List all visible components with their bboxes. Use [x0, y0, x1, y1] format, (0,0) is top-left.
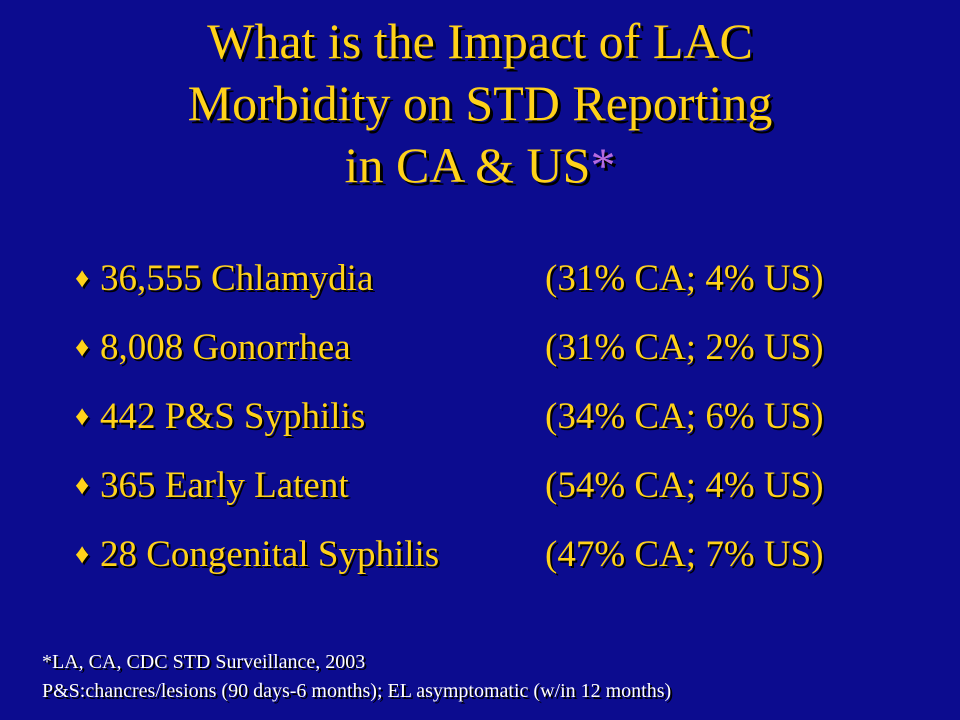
bullet-stat: (31% CA; 2% US)	[545, 327, 824, 368]
footnote-definitions: P&S:chancres/lesions (90 days-6 months);…	[42, 680, 672, 702]
bullet-label: 442 P&S Syphilis	[100, 396, 366, 437]
bullet-label: 28 Congenital Syphilis	[100, 534, 440, 575]
footnote: *LA, CA, CDC STD Surveillance, 2003 P&S:…	[42, 648, 671, 706]
diamond-bullet-icon: ♦	[75, 263, 90, 294]
bullet-stat: (31% CA; 4% US)	[545, 258, 824, 299]
bullet-label: 36,555 Chlamydia	[100, 258, 374, 299]
bullet-label: 365 Early Latent	[100, 465, 349, 506]
bullet-ps-syphilis: ♦ 442 P&S Syphilis (34% CA; 6% US)	[75, 391, 905, 460]
bullet-early-latent: ♦ 365 Early Latent (54% CA; 4% US)	[75, 460, 905, 529]
bullet-stat: (34% CA; 6% US)	[545, 396, 824, 437]
bullet-list: ♦ 36,555 Chlamydia (31% CA; 4% US) ♦ 8,0…	[75, 253, 905, 598]
diamond-bullet-icon: ♦	[75, 332, 90, 363]
bullet-chlamydia: ♦ 36,555 Chlamydia (31% CA; 4% US)	[75, 253, 905, 322]
footnote-source: *LA, CA, CDC STD Surveillance, 2003	[42, 651, 366, 673]
title-asterisk: *	[590, 137, 616, 193]
diamond-bullet-icon: ♦	[75, 470, 90, 501]
bullet-stat: (47% CA; 7% US)	[545, 534, 824, 575]
bullet-label: 8,008 Gonorrhea	[100, 327, 351, 368]
title-line-2: Morbidity on STD Reporting	[187, 75, 773, 131]
title-line-3: in CA & US*	[0, 134, 960, 196]
bullet-gonorrhea: ♦ 8,008 Gonorrhea (31% CA; 2% US)	[75, 322, 905, 391]
bullet-stat: (54% CA; 4% US)	[545, 465, 824, 506]
diamond-bullet-icon: ♦	[75, 401, 90, 432]
slide-title: What is the Impact of LAC Morbidity on S…	[0, 10, 960, 196]
title-line-1: What is the Impact of LAC	[207, 13, 753, 69]
bullet-congenital-syphilis: ♦ 28 Congenital Syphilis (47% CA; 7% US)	[75, 529, 905, 598]
title-line-3-text: in CA & US	[344, 137, 591, 193]
diamond-bullet-icon: ♦	[75, 539, 90, 570]
